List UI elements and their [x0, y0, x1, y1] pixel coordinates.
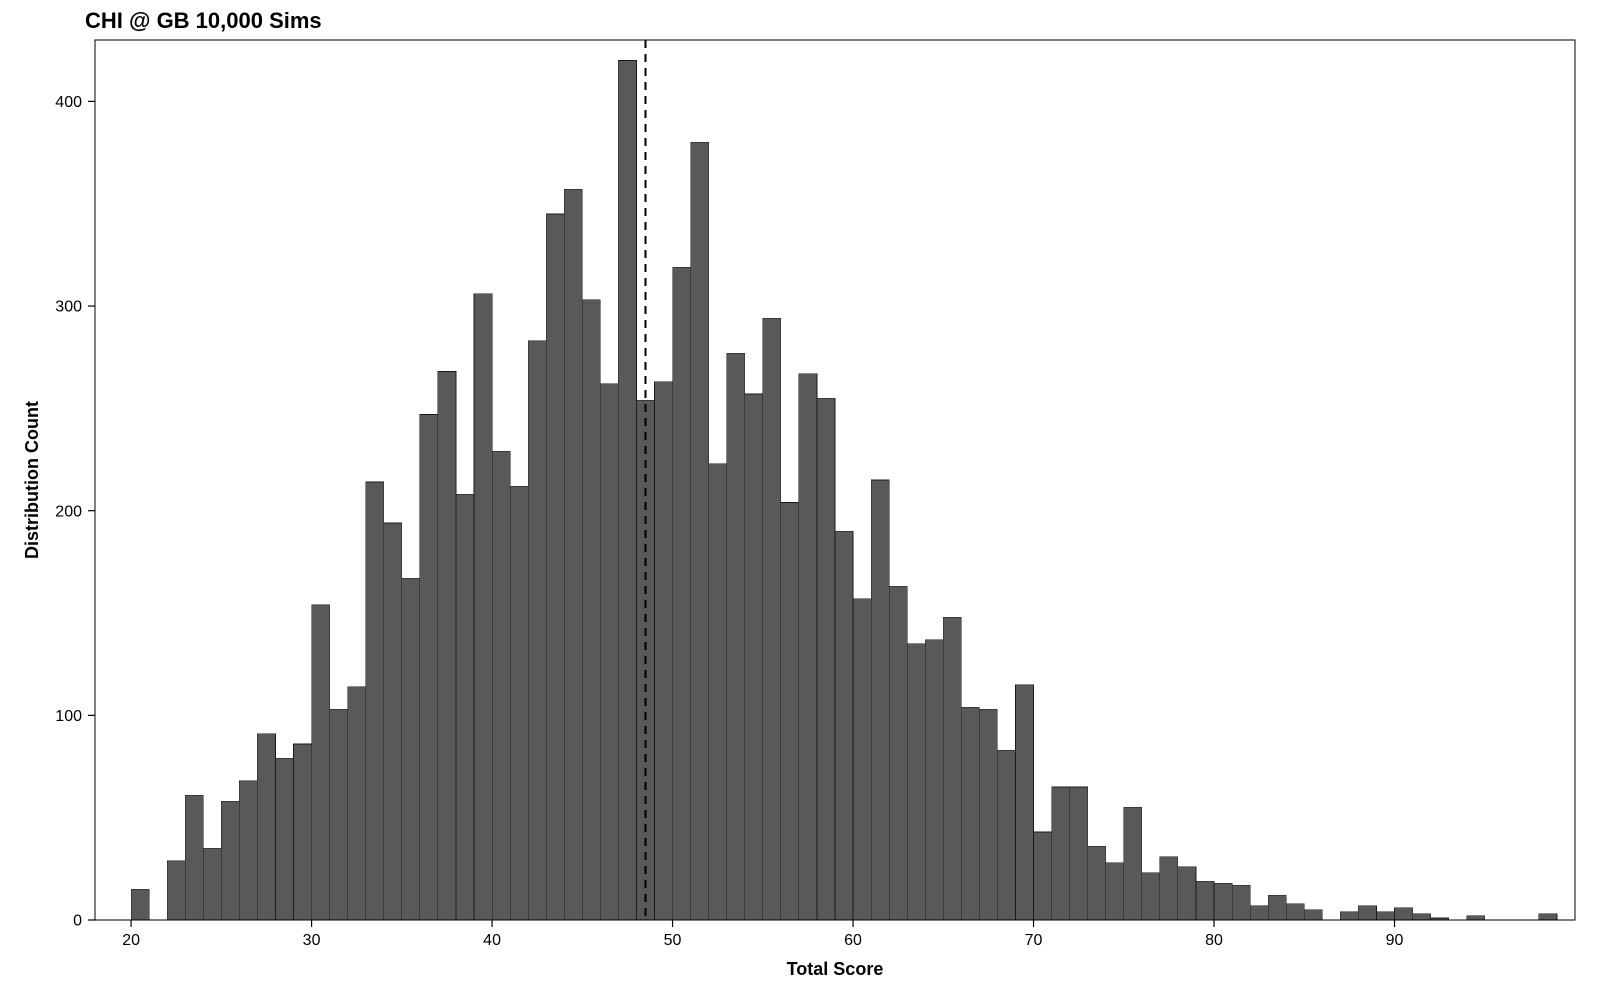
histogram-bar: [835, 531, 853, 920]
histogram-bar: [781, 503, 799, 920]
y-axis-label: Distribution Count: [22, 401, 42, 559]
histogram-bar: [1196, 881, 1214, 920]
histogram-bar: [528, 341, 546, 920]
histogram-bar: [185, 795, 203, 920]
histogram-bar: [420, 415, 438, 920]
histogram-bar: [1160, 857, 1178, 920]
histogram-bar: [1250, 906, 1268, 920]
histogram-bar: [402, 578, 420, 920]
histogram-bar: [673, 267, 691, 920]
x-tick-label: 70: [1025, 932, 1043, 949]
histogram-bar: [1034, 832, 1052, 920]
histogram-bar: [1413, 914, 1431, 920]
histogram-bar: [1088, 846, 1106, 920]
histogram-bar: [709, 464, 727, 920]
chart-svg: 20 30 40 50 60 70 80 90 0 100 200 300 400 Total Score…: [0, 0, 1600, 1000]
histogram-bar: [294, 744, 312, 920]
histogram-bar: [257, 734, 275, 920]
x-tick-label: 30: [303, 932, 321, 949]
histogram-bar: [275, 758, 293, 920]
histogram-bar: [582, 300, 600, 920]
histogram-bar: [1539, 914, 1557, 920]
x-tick-label: 90: [1386, 932, 1404, 949]
histogram-bar: [239, 781, 257, 920]
histogram-bar: [330, 709, 348, 920]
x-tick-label: 80: [1205, 932, 1223, 949]
histogram-bar: [1358, 906, 1376, 920]
y-tick-label: 300: [55, 299, 82, 316]
histogram-bar: [1304, 910, 1322, 920]
histogram-bar: [221, 801, 239, 920]
x-axis-label: Total Score: [787, 959, 884, 979]
histogram-bar: [348, 687, 366, 920]
x-tick-label: 40: [483, 932, 501, 949]
histogram-bar: [691, 142, 709, 920]
histogram-bar: [546, 214, 564, 920]
histogram-bar: [456, 494, 474, 920]
histogram-bar: [1015, 685, 1033, 920]
histogram-bar: [510, 486, 528, 920]
histogram-bar: [799, 374, 817, 920]
histogram-bar: [907, 644, 925, 920]
histogram-bar: [618, 60, 636, 920]
histogram-bar: [492, 451, 510, 920]
histogram-bar: [1124, 807, 1142, 920]
histogram-bar: [817, 398, 835, 920]
y-tick-label: 200: [55, 503, 82, 520]
histogram-bar: [1142, 873, 1160, 920]
histogram-bar: [564, 189, 582, 920]
histogram-bar: [1178, 867, 1196, 920]
histogram-bar: [853, 599, 871, 920]
histogram-bar: [1106, 863, 1124, 920]
histogram-bar: [1376, 912, 1394, 920]
x-tick-label: 50: [664, 932, 682, 949]
histogram-bar: [943, 617, 961, 920]
histogram-chart: 20 30 40 50 60 70 80 90 0 100 200 300 400 Total Score…: [0, 0, 1600, 1000]
histogram-bar: [1232, 885, 1250, 920]
histogram-bar: [600, 384, 618, 920]
histogram-bar: [727, 353, 745, 920]
histogram-bar: [763, 318, 781, 920]
chart-title: CHI @ GB 10,000 Sims: [85, 8, 322, 33]
histogram-bar: [474, 294, 492, 920]
histogram-bar: [655, 382, 673, 920]
x-tick-label: 60: [844, 932, 862, 949]
histogram-bar: [167, 861, 185, 920]
histogram-bar: [312, 605, 330, 920]
histogram-bar: [889, 586, 907, 920]
y-tick-label: 400: [55, 94, 82, 111]
histogram-bar: [1268, 895, 1286, 920]
histogram-bar: [1052, 787, 1070, 920]
histogram-bar: [1340, 912, 1358, 920]
histogram-bar: [366, 482, 384, 920]
y-tick-label: 100: [55, 708, 82, 725]
y-tick-label: 0: [73, 913, 82, 930]
histogram-bar: [961, 707, 979, 920]
histogram-bar: [203, 848, 221, 920]
histogram-bar: [1395, 908, 1413, 920]
histogram-bar: [1214, 883, 1232, 920]
histogram-bar: [131, 889, 149, 920]
histogram-bar: [1070, 787, 1088, 920]
histogram-bar: [1467, 916, 1485, 920]
histogram-bar: [997, 750, 1015, 920]
histogram-bar: [871, 480, 889, 920]
x-tick-label: 20: [122, 932, 140, 949]
histogram-bar: [925, 640, 943, 920]
histogram-bar: [745, 394, 763, 920]
histogram-bar: [384, 523, 402, 920]
histogram-bar: [979, 709, 997, 920]
histogram-bar: [438, 372, 456, 920]
histogram-bar: [1286, 904, 1304, 920]
